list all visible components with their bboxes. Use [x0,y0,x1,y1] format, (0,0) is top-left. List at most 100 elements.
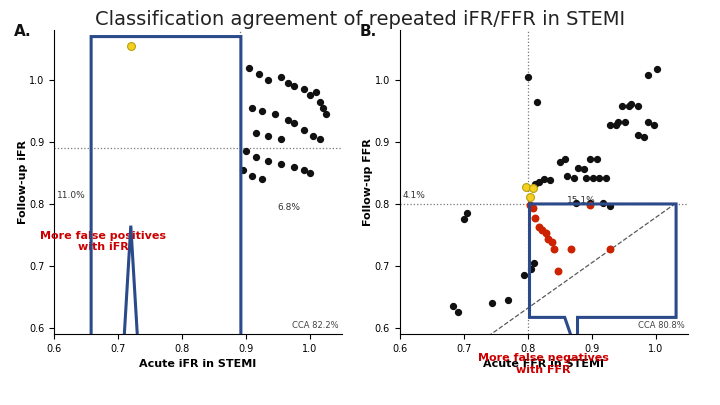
Point [562,173,573,179]
Point [632,103,644,109]
Point [224,346,235,353]
Point [276,74,287,80]
Text: Classification agreement of repeated iFR/FFR in STEMI: Classification agreement of repeated iFR… [95,10,625,29]
Point [623,103,634,109]
Point [256,176,268,182]
Point [549,245,560,252]
Text: CCA 80.8%: CCA 80.8% [638,321,685,330]
Point [616,103,628,109]
Y-axis label: Follow-up FFR: Follow-up FFR [363,139,373,226]
Point [542,236,554,243]
Point [538,176,549,182]
Point [447,303,459,309]
Point [310,89,322,96]
Point [298,86,310,92]
Point [276,136,287,142]
Point [458,216,469,223]
Point [604,245,616,252]
Point [247,104,258,111]
Point [529,214,541,221]
Text: More false negatives
with FFR: More false negatives with FFR [478,353,609,375]
Point [572,165,583,171]
Point [250,130,261,136]
Point [546,239,558,245]
Point [161,353,172,359]
Point [250,154,261,161]
Point [585,156,596,162]
Point [529,181,541,188]
Point [288,83,300,90]
Point [649,122,660,128]
Point [591,156,603,162]
Point [256,108,268,114]
Text: 4.1%: 4.1% [402,192,426,200]
Point [534,224,545,230]
Point [276,160,287,167]
Text: A.: A. [14,24,31,39]
Point [565,245,577,252]
Point [610,122,621,128]
Point [578,166,590,173]
Point [317,104,328,111]
Point [288,164,300,170]
Point [600,175,611,181]
Point [587,175,598,181]
Point [320,111,332,117]
Text: 6.8%: 6.8% [277,202,300,212]
Point [632,131,644,138]
Point [298,166,310,173]
Point [487,300,498,306]
Text: CRT20: CRT20 [28,382,73,395]
Point [593,175,605,181]
Point [253,70,264,77]
Point [288,120,300,127]
Point [531,98,543,105]
Point [282,117,293,124]
Point [240,148,252,154]
X-axis label: Acute iFR in STEMI: Acute iFR in STEMI [140,359,256,369]
Point [125,43,137,49]
Point [314,98,325,105]
Point [626,100,637,107]
Point [218,340,230,347]
Text: 15.1%: 15.1% [567,196,595,205]
Point [527,185,539,191]
Point [109,340,120,347]
Point [581,175,593,181]
Point [237,365,248,371]
Point [642,119,654,126]
Point [503,297,514,303]
Point [263,132,274,139]
Point [642,72,654,78]
Point [518,272,530,279]
Point [527,205,539,211]
Point [585,202,596,209]
Point [639,134,650,140]
Point [544,177,556,183]
Text: 11.0%: 11.0% [57,192,86,200]
Point [534,178,545,185]
Point [554,158,565,165]
Point [228,371,239,377]
Text: CCA 82.2%: CCA 82.2% [292,321,339,330]
Point [570,200,581,206]
Point [305,170,316,176]
Point [314,136,325,142]
X-axis label: Acute FFR in STEMI: Acute FFR in STEMI [483,359,604,369]
Point [247,173,258,179]
Point [559,156,570,162]
Point [604,202,616,209]
Point [523,193,535,200]
Point [585,200,596,206]
Point [305,92,316,99]
Point [221,402,233,405]
Point [619,119,631,126]
Point [243,64,255,71]
Text: Van der Hoeven N, Escaned J, van Royen N et al. JAMA Cardiol. 2019 doi: 10.1001/: Van der Hoeven N, Escaned J, van Royen N… [183,384,537,393]
Point [307,132,319,139]
Point [263,77,274,83]
Y-axis label: Follow-up iFR: Follow-up iFR [17,140,27,224]
Point [461,210,472,217]
Point [540,230,552,237]
Point [523,202,535,209]
